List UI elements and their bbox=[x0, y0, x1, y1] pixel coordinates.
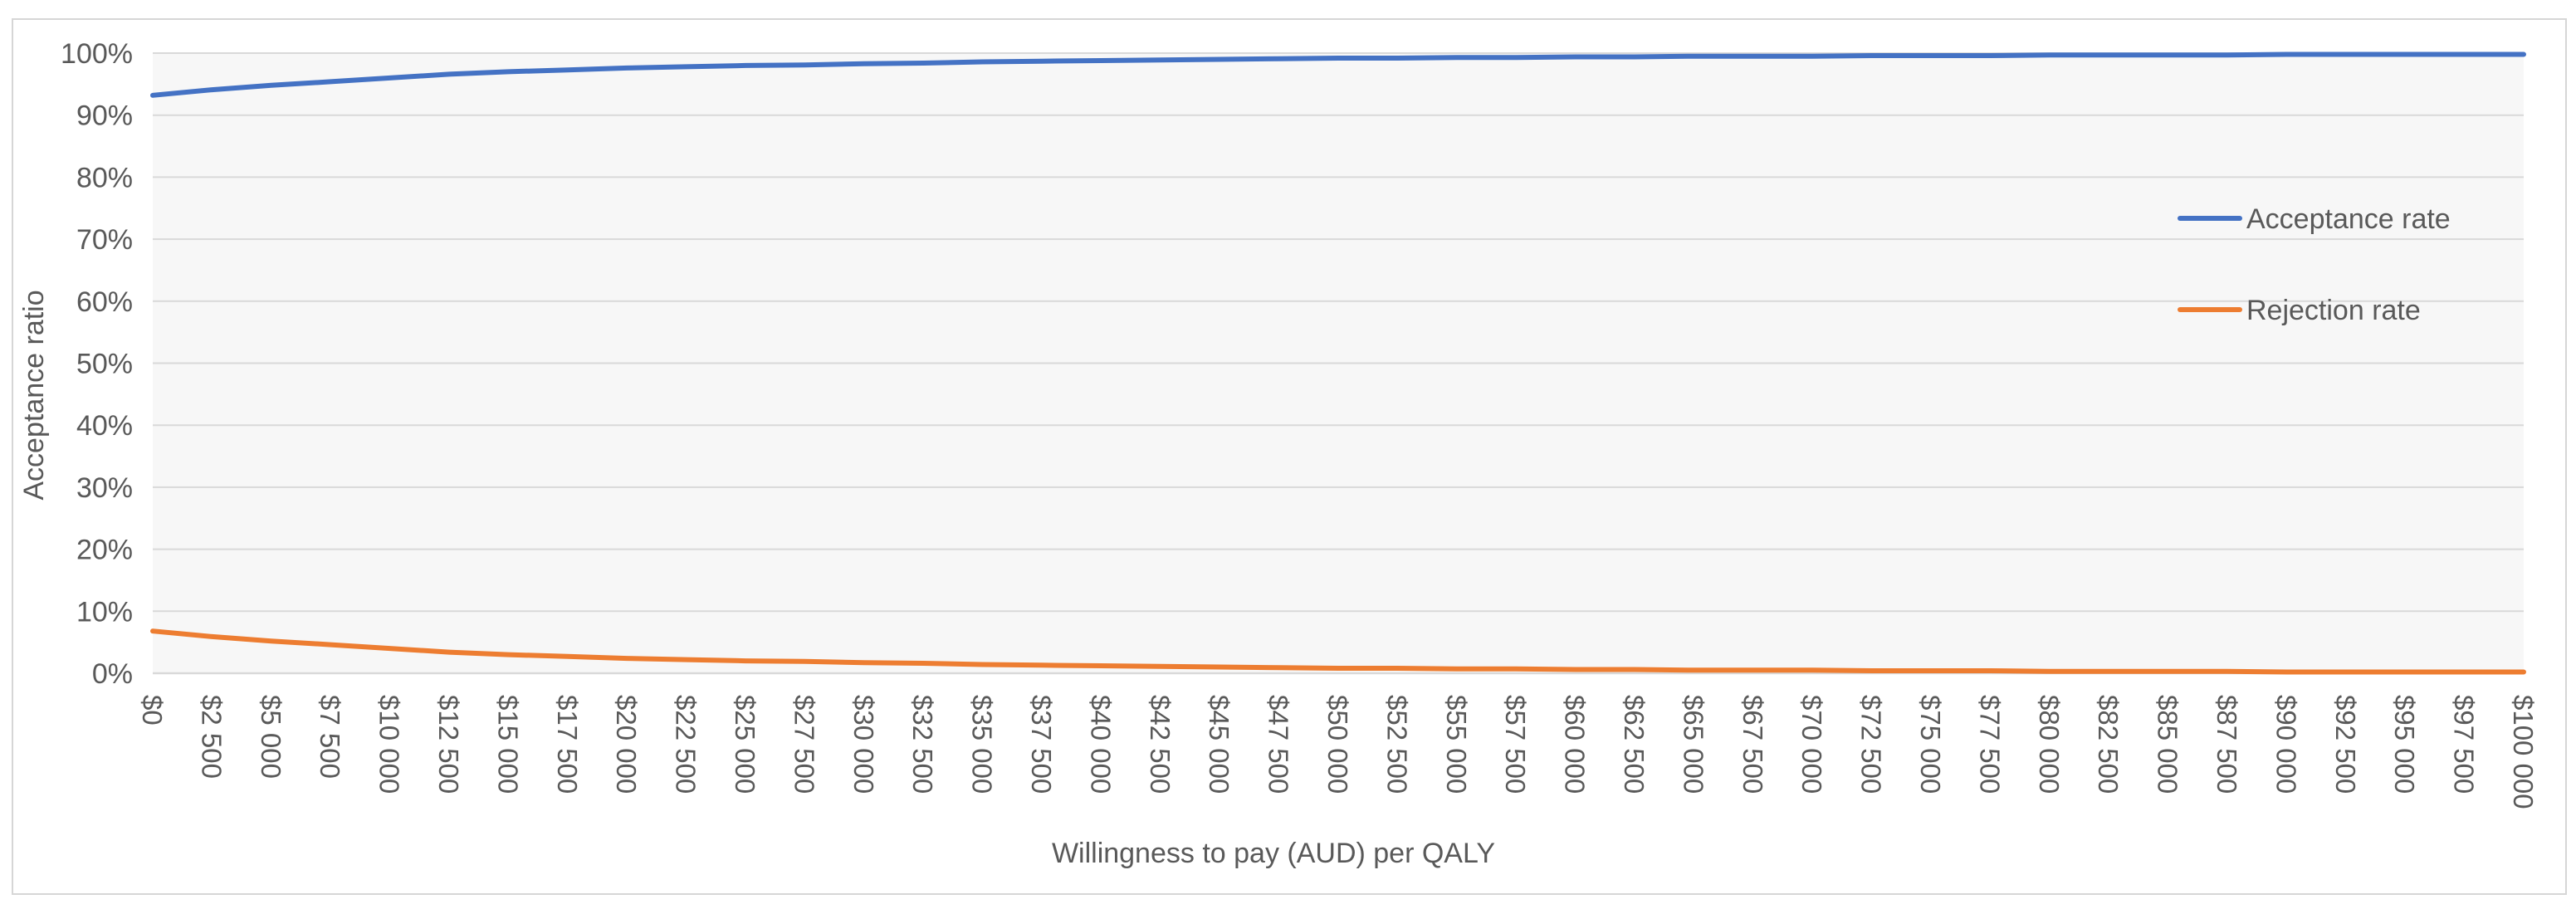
series-line-rejection-rate bbox=[150, 628, 2526, 675]
x-tick-label: $30 000 bbox=[848, 695, 879, 794]
x-tick-label: $60 000 bbox=[1560, 695, 1591, 794]
x-tick-label: $55 000 bbox=[1441, 695, 1472, 794]
x-tick-label: $62 500 bbox=[1619, 695, 1650, 794]
series-line-acceptance-rate bbox=[150, 51, 2526, 98]
x-tick-label: $52 500 bbox=[1381, 695, 1412, 794]
y-tick-label: 20% bbox=[76, 535, 133, 566]
line-chart: 0% 10% 20% 30% 40% 50% 60% 70% 80% 90% 100% $0 $2 5… bbox=[18, 38, 2539, 869]
series-lines bbox=[150, 51, 2526, 675]
y-axis-title: Acceptance ratio bbox=[18, 290, 50, 500]
x-tick-label: $75 000 bbox=[1915, 695, 1946, 794]
x-tick-label: $45 000 bbox=[1204, 695, 1234, 794]
y-tick-label: 90% bbox=[76, 100, 133, 132]
x-tick-label: $47 500 bbox=[1264, 695, 1294, 794]
x-tick-label: $2 500 bbox=[196, 695, 227, 779]
x-tick-label: $80 000 bbox=[2034, 695, 2065, 794]
y-tick-label: 30% bbox=[76, 472, 133, 504]
legend-label-rejection-rate: Rejection rate bbox=[2246, 295, 2421, 326]
x-tick-label: $10 000 bbox=[374, 695, 405, 794]
x-tick-label: $27 500 bbox=[789, 695, 819, 794]
x-tick-label: $20 000 bbox=[611, 695, 642, 794]
x-tick-label: $42 500 bbox=[1145, 695, 1176, 794]
y-tick-label: 100% bbox=[61, 38, 133, 70]
x-tick-label: $100 000 bbox=[2508, 695, 2539, 809]
x-tick-label: $92 500 bbox=[2330, 695, 2361, 794]
x-tick-label: $72 500 bbox=[1856, 695, 1887, 794]
y-tick-label: 0% bbox=[92, 658, 133, 690]
x-tick-label: $0 bbox=[137, 695, 168, 726]
y-tick-label: 70% bbox=[76, 224, 133, 256]
x-tick-label: $15 000 bbox=[492, 695, 523, 794]
x-tick-label: $95 000 bbox=[2389, 695, 2420, 794]
x-tick-label: $5 000 bbox=[256, 695, 286, 779]
x-tick-label: $77 500 bbox=[1974, 695, 2005, 794]
x-tick-label: $67 500 bbox=[1738, 695, 1768, 794]
x-tick-label: $97 500 bbox=[2449, 695, 2480, 794]
x-tick-label: $57 500 bbox=[1500, 695, 1531, 794]
x-tick-label: $22 500 bbox=[671, 695, 701, 794]
x-axis-tick-labels: $0 $2 500 $5 000 $7 500 $10 000 $12 500 $15 00… bbox=[137, 695, 2539, 809]
x-tick-label: $17 500 bbox=[552, 695, 583, 794]
y-tick-label: 10% bbox=[76, 596, 133, 628]
y-tick-label: 60% bbox=[76, 286, 133, 318]
x-tick-label: $85 000 bbox=[2153, 695, 2183, 794]
x-tick-label: $82 500 bbox=[2093, 695, 2124, 794]
x-tick-label: $35 000 bbox=[967, 695, 998, 794]
x-tick-label: $40 000 bbox=[1085, 695, 1116, 794]
x-tick-label: $65 000 bbox=[1678, 695, 1708, 794]
x-tick-label: $90 000 bbox=[2270, 695, 2301, 794]
x-tick-label: $12 500 bbox=[433, 695, 464, 794]
x-tick-label: $25 000 bbox=[730, 695, 760, 794]
y-axis-tick-labels: 0% 10% 20% 30% 40% 50% 60% 70% 80% 90% 100% bbox=[61, 38, 133, 690]
chart-frame: 0% 10% 20% 30% 40% 50% 60% 70% 80% 90% 100% $0 $2 5… bbox=[12, 18, 2567, 895]
x-tick-label: $50 000 bbox=[1322, 695, 1353, 794]
legend-label-acceptance-rate: Acceptance rate bbox=[2246, 203, 2451, 235]
y-tick-label: 40% bbox=[76, 410, 133, 442]
x-tick-label: $7 500 bbox=[315, 695, 345, 779]
x-tick-label: $37 500 bbox=[1026, 695, 1057, 794]
x-tick-label: $70 000 bbox=[1796, 695, 1827, 794]
x-tick-label: $32 500 bbox=[907, 695, 938, 794]
x-axis-title: Willingness to pay (AUD) per QALY bbox=[1052, 838, 1495, 869]
x-tick-label: $87 500 bbox=[2212, 695, 2242, 794]
legend: Acceptance rate Rejection rate bbox=[2178, 203, 2451, 326]
y-tick-label: 80% bbox=[76, 162, 133, 193]
y-tick-label: 50% bbox=[76, 349, 133, 380]
